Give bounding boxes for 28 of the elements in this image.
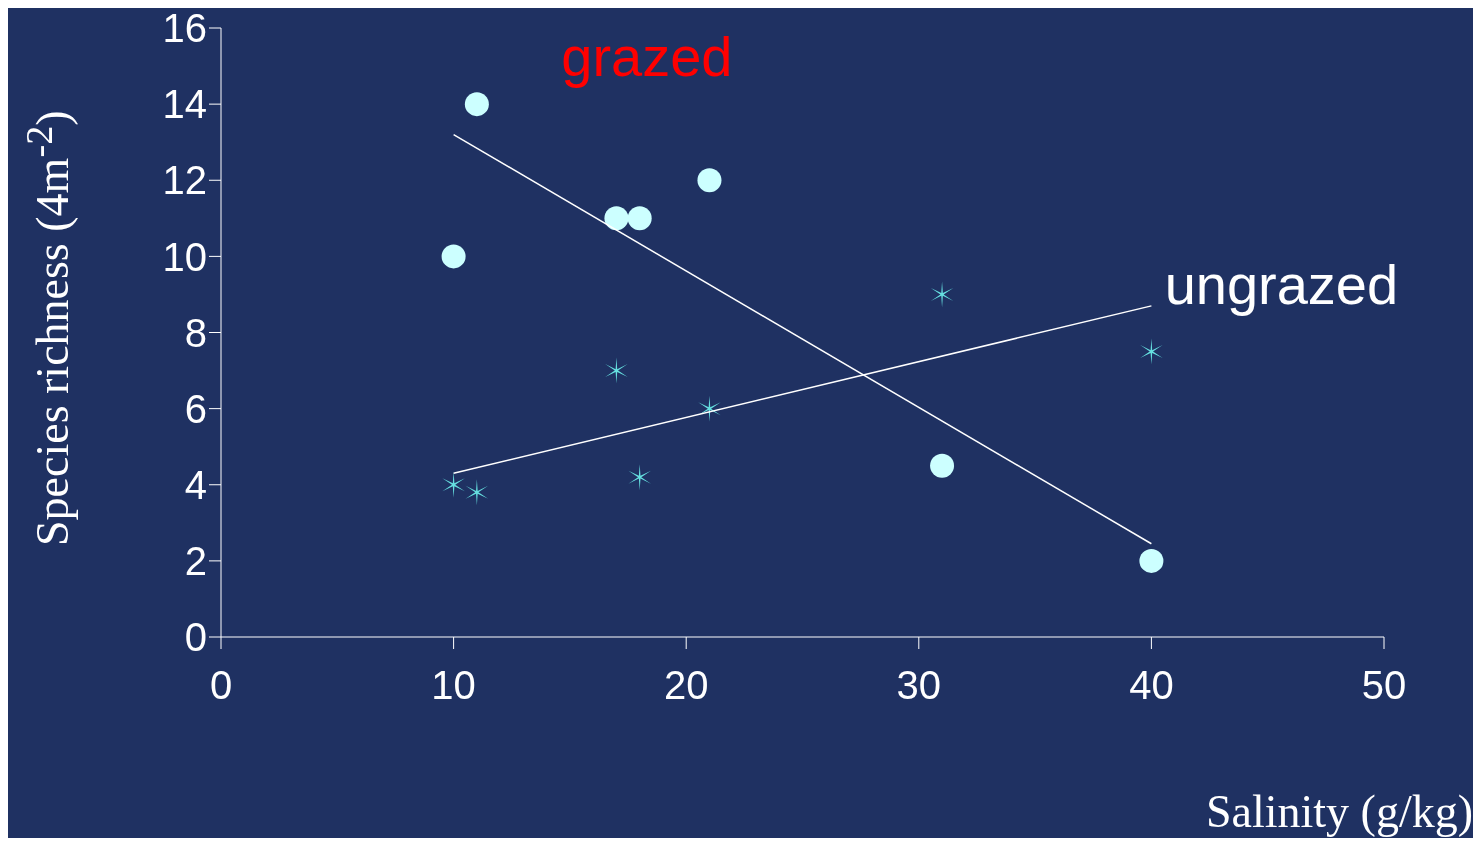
x-tick-label: 30	[896, 663, 942, 708]
x-tick-label: 40	[1129, 663, 1174, 708]
x-tick-label: 50	[1361, 663, 1407, 708]
y-tick-label: 2	[184, 539, 207, 584]
series-label: grazed	[561, 25, 733, 89]
point	[464, 92, 489, 117]
point	[697, 168, 722, 193]
y-tick-label: 4	[184, 462, 207, 507]
y-tick-label: 12	[162, 158, 207, 203]
y-tick-label: 14	[162, 82, 207, 127]
point	[605, 357, 628, 384]
point	[1139, 548, 1164, 573]
x-axis-title: Salinity (g/kg)	[1205, 785, 1473, 838]
series-label: ungrazed	[1164, 252, 1399, 316]
y-tick-label: 8	[184, 310, 207, 355]
y-tick-label: 10	[162, 234, 207, 279]
y-tick-label: 6	[184, 386, 207, 431]
x-tick-label: 10	[431, 663, 476, 708]
point	[604, 206, 629, 231]
point	[628, 464, 651, 491]
point	[930, 453, 955, 478]
x-tick-label: 20	[663, 663, 709, 708]
point	[698, 395, 721, 422]
y-tick-label: 0	[184, 615, 207, 660]
point	[442, 471, 465, 498]
point	[441, 244, 466, 269]
y-tick-label: 16	[162, 6, 207, 51]
point	[627, 206, 652, 231]
